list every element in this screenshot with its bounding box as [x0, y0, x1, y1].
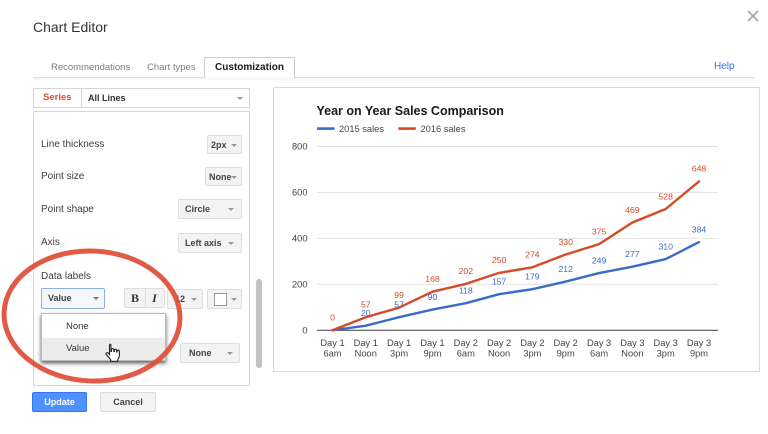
svg-text:Day 3: Day 3	[620, 338, 644, 348]
svg-text:Day 1: Day 1	[354, 338, 378, 348]
svg-text:9pm: 9pm	[557, 349, 575, 359]
svg-text:469: 469	[625, 205, 640, 215]
svg-text:800: 800	[292, 142, 308, 152]
svg-text:274: 274	[525, 250, 540, 260]
svg-text:Day 2: Day 2	[454, 338, 478, 348]
svg-text:330: 330	[558, 237, 573, 247]
svg-text:Day 2: Day 2	[520, 338, 544, 348]
svg-text:384: 384	[692, 224, 707, 234]
svg-text:375: 375	[592, 226, 607, 236]
svg-text:277: 277	[625, 249, 640, 259]
svg-text:6am: 6am	[323, 349, 341, 359]
svg-text:Day 1: Day 1	[387, 338, 411, 348]
svg-text:Day 1: Day 1	[420, 338, 444, 348]
svg-text:9pm: 9pm	[690, 349, 708, 359]
svg-text:Day 2: Day 2	[487, 338, 511, 348]
svg-text:Day 1: Day 1	[320, 338, 344, 348]
svg-text:Day 3: Day 3	[587, 338, 611, 348]
svg-text:Year on Year Sales Comparison: Year on Year Sales Comparison	[317, 104, 504, 118]
svg-text:600: 600	[292, 188, 308, 198]
svg-text:0: 0	[302, 326, 307, 336]
svg-text:Noon: Noon	[488, 349, 510, 359]
svg-text:57: 57	[361, 300, 371, 310]
svg-text:648: 648	[692, 164, 707, 174]
svg-text:400: 400	[292, 234, 308, 244]
svg-text:Day 3: Day 3	[687, 338, 711, 348]
svg-text:118: 118	[459, 286, 473, 296]
svg-text:2015 sales: 2015 sales	[339, 124, 384, 134]
svg-text:6am: 6am	[590, 349, 608, 359]
svg-text:200: 200	[292, 280, 308, 290]
svg-text:168: 168	[425, 274, 440, 284]
svg-text:249: 249	[592, 255, 607, 265]
svg-text:2016 sales: 2016 sales	[421, 124, 466, 134]
svg-text:Noon: Noon	[355, 349, 377, 359]
svg-text:Noon: Noon	[621, 349, 643, 359]
svg-text:Day 2: Day 2	[554, 338, 578, 348]
svg-text:57: 57	[394, 300, 404, 310]
svg-text:528: 528	[658, 191, 673, 201]
svg-text:3pm: 3pm	[523, 349, 541, 359]
svg-text:3pm: 3pm	[657, 349, 675, 359]
svg-text:250: 250	[492, 255, 507, 265]
svg-text:202: 202	[459, 266, 474, 276]
svg-text:310: 310	[658, 241, 673, 251]
svg-text:0: 0	[330, 313, 335, 323]
svg-text:6am: 6am	[457, 349, 475, 359]
svg-text:Day 3: Day 3	[654, 338, 678, 348]
svg-text:212: 212	[558, 264, 573, 274]
svg-text:3pm: 3pm	[390, 349, 408, 359]
svg-text:20: 20	[361, 308, 371, 318]
svg-text:9pm: 9pm	[423, 349, 441, 359]
svg-text:99: 99	[394, 290, 404, 300]
svg-text:90: 90	[428, 292, 438, 302]
svg-text:157: 157	[492, 277, 507, 287]
svg-text:179: 179	[525, 272, 540, 282]
